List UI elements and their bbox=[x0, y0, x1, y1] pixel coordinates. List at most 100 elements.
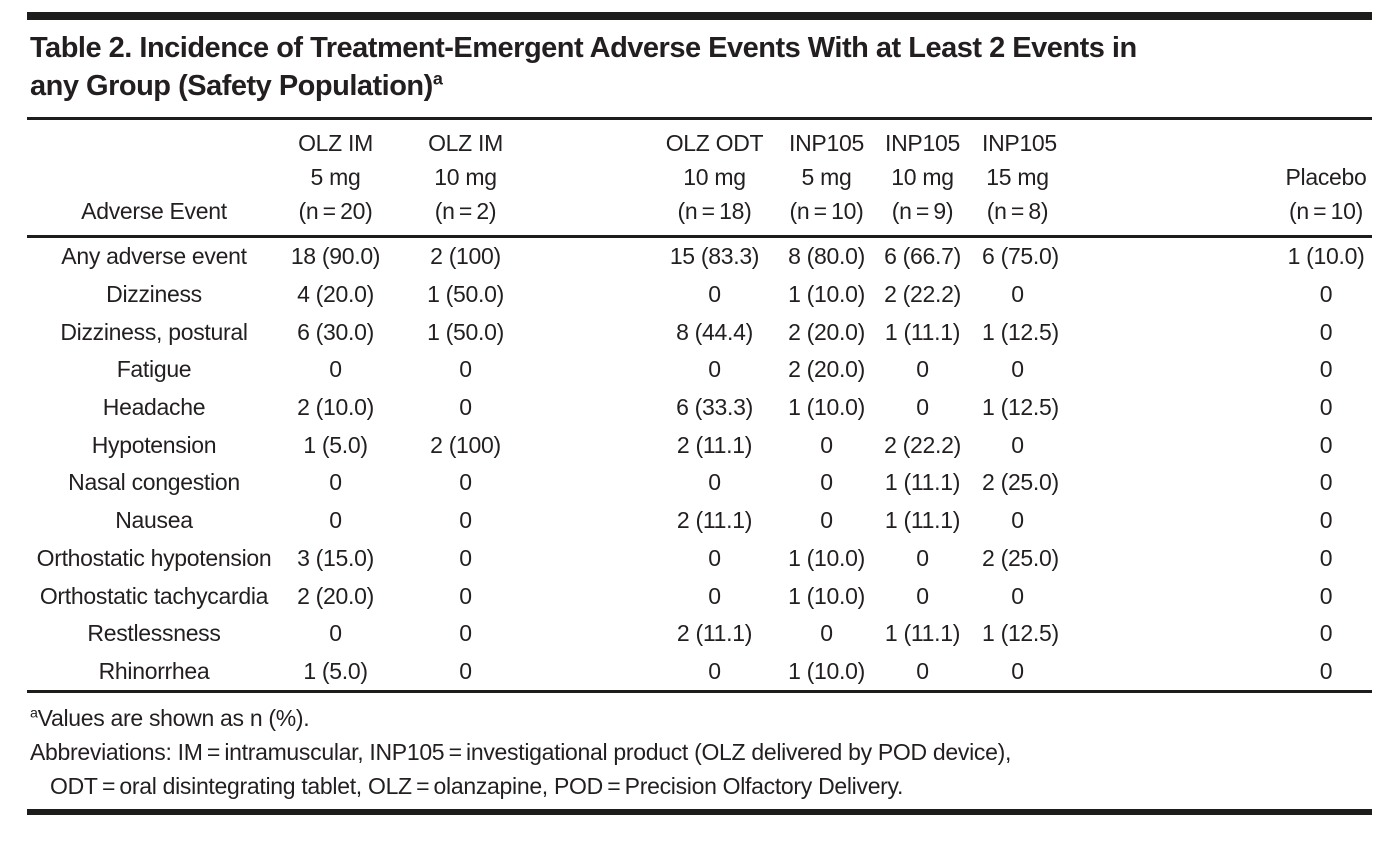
data-cell: 0 bbox=[916, 544, 929, 571]
data-cell: 1 (12.5) bbox=[982, 318, 1059, 345]
body-footnote-separator-rule bbox=[27, 690, 1372, 694]
data-cell: 1 (10.0) bbox=[788, 657, 865, 684]
data-cell: 2 (22.2) bbox=[884, 281, 961, 308]
data-cell: 4 (20.0) bbox=[297, 281, 374, 308]
data-cell: 0 bbox=[916, 582, 929, 609]
table-row: Dizziness, postural 6 (30.0) 1 (50.0) 8 … bbox=[27, 313, 1372, 351]
data-cell: 0 bbox=[459, 620, 472, 647]
data-cell: 1 (10.0) bbox=[788, 394, 865, 421]
data-cell: 0 bbox=[459, 544, 472, 571]
data-cell: 1 (50.0) bbox=[427, 318, 504, 345]
column-header-inp105-15mg: INP105 15 mg (n = 8) bbox=[981, 120, 1101, 238]
data-cell: 6 (33.3) bbox=[676, 394, 753, 421]
data-cell: 0 bbox=[820, 507, 833, 534]
adverse-events-table: Adverse Event OLZ IM 5 mg (n = 20) OLZ I… bbox=[27, 120, 1372, 690]
data-cell: 0 bbox=[1011, 582, 1024, 609]
data-cell: 0 bbox=[1319, 356, 1333, 383]
data-cell: 6 (75.0) bbox=[982, 243, 1059, 270]
header-row: Adverse Event OLZ IM 5 mg (n = 20) OLZ I… bbox=[27, 120, 1372, 238]
data-cell: 6 (66.7) bbox=[884, 243, 961, 270]
data-cell: 1 (10.0) bbox=[788, 582, 865, 609]
data-cell: 0 bbox=[1011, 431, 1024, 458]
data-cell: 1 (12.5) bbox=[982, 394, 1059, 421]
footnote-a-marker: a bbox=[30, 705, 38, 722]
table-figure: Table 2. Incidence of Treatment-Emergent… bbox=[27, 12, 1372, 816]
data-cell: 2 (11.1) bbox=[676, 431, 753, 458]
row-label: Dizziness, postural bbox=[60, 318, 248, 345]
data-cell: 0 bbox=[1319, 318, 1333, 345]
data-cell: 2 (20.0) bbox=[788, 356, 865, 383]
row-label: Restlessness bbox=[87, 620, 221, 647]
data-cell: 0 bbox=[708, 582, 721, 609]
column-header-inp105-5mg: INP105 5 mg (n = 10) bbox=[769, 120, 881, 238]
data-cell: 0 bbox=[1011, 281, 1024, 308]
abbreviations-line1: Abbreviations: IM = intramuscular, INP10… bbox=[30, 739, 1012, 766]
title-separator-rule bbox=[27, 117, 1372, 120]
data-cell: 0 bbox=[459, 394, 472, 421]
data-cell: 0 bbox=[329, 507, 342, 534]
data-cell: 2 (10.0) bbox=[297, 394, 374, 421]
data-cell: 0 bbox=[708, 544, 721, 571]
data-cell: 15 (83.3) bbox=[669, 243, 760, 270]
data-cell: 0 bbox=[329, 469, 342, 496]
data-cell: 0 bbox=[459, 469, 472, 496]
data-cell: 0 bbox=[1319, 281, 1333, 308]
table-row: Hypotension 1 (5.0) 2 (100) 2 (11.1) 0 2… bbox=[27, 426, 1372, 464]
data-cell: 1 (11.1) bbox=[884, 507, 961, 534]
data-cell: 0 bbox=[1319, 620, 1333, 647]
data-cell: 0 bbox=[1319, 582, 1333, 609]
table-row: Restlessness 0 0 2 (11.1) 0 1 (11.1) 1 (… bbox=[27, 615, 1372, 653]
data-cell: 0 bbox=[329, 356, 342, 383]
row-label: Hypotension bbox=[91, 431, 217, 458]
data-cell: 0 bbox=[329, 620, 342, 647]
table-row: Nasal congestion 0 0 0 0 1 (11.1) 2 (25.… bbox=[27, 464, 1372, 502]
data-cell: 0 bbox=[916, 356, 929, 383]
table-row: Rhinorrhea 1 (5.0) 0 0 1 (10.0) 0 0 0 bbox=[27, 653, 1372, 691]
column-header-adverse-event: Adverse Event bbox=[27, 120, 279, 238]
table-row: Nausea 0 0 2 (11.1) 0 1 (11.1) 0 0 bbox=[27, 502, 1372, 540]
title-footnote-marker: a bbox=[432, 68, 443, 89]
data-cell: 1 (5.0) bbox=[303, 431, 368, 458]
data-cell: 1 (10.0) bbox=[1287, 243, 1365, 270]
data-cell: 0 bbox=[820, 431, 833, 458]
table-title-line2: any Group (Safety Population)a bbox=[30, 68, 443, 102]
column-header-olz-im-5mg: OLZ IM 5 mg (n = 20) bbox=[279, 120, 404, 238]
data-cell: 0 bbox=[459, 507, 472, 534]
data-cell: 18 (90.0) bbox=[290, 243, 381, 270]
data-cell: 0 bbox=[1319, 657, 1333, 684]
data-cell: 8 (80.0) bbox=[788, 243, 865, 270]
data-cell: 0 bbox=[820, 620, 833, 647]
table-row: Dizziness 4 (20.0) 1 (50.0) 0 1 (10.0) 2… bbox=[27, 276, 1372, 314]
table-row: Orthostatic tachycardia 2 (20.0) 0 0 1 (… bbox=[27, 577, 1372, 615]
footnote-a: aValues are shown as n (%). bbox=[30, 705, 310, 732]
data-cell: 0 bbox=[708, 281, 721, 308]
data-cell: 0 bbox=[459, 582, 472, 609]
row-label: Orthostatic hypotension bbox=[36, 544, 272, 571]
data-cell: 0 bbox=[1319, 469, 1333, 496]
data-cell: 2 (11.1) bbox=[676, 507, 753, 534]
data-cell: 0 bbox=[708, 356, 721, 383]
data-cell: 2 (11.1) bbox=[676, 620, 753, 647]
data-cell: 0 bbox=[459, 657, 472, 684]
row-label: Headache bbox=[102, 394, 206, 421]
data-cell: 0 bbox=[916, 394, 929, 421]
data-cell: 3 (15.0) bbox=[297, 544, 374, 571]
top-rule bbox=[27, 12, 1372, 20]
table-row: Headache 2 (10.0) 0 6 (33.3) 1 (10.0) 0 … bbox=[27, 389, 1372, 427]
data-cell: 0 bbox=[1011, 356, 1024, 383]
data-cell: 0 bbox=[459, 356, 472, 383]
data-cell: 0 bbox=[1011, 507, 1024, 534]
column-header-olz-odt-10mg: OLZ ODT 10 mg (n = 18) bbox=[539, 120, 769, 238]
table-title-line1: Table 2. Incidence of Treatment-Emergent… bbox=[30, 32, 1137, 64]
data-cell: 0 bbox=[708, 657, 721, 684]
data-cell: 0 bbox=[820, 469, 833, 496]
row-label: Fatigue bbox=[116, 356, 192, 383]
data-cell: 1 (10.0) bbox=[788, 281, 865, 308]
data-cell: 0 bbox=[1319, 507, 1333, 534]
data-cell: 1 (11.1) bbox=[884, 620, 961, 647]
data-cell: 1 (11.1) bbox=[884, 318, 961, 345]
row-label: Nausea bbox=[115, 507, 193, 534]
table-row: Orthostatic hypotension 3 (15.0) 0 0 1 (… bbox=[27, 540, 1372, 578]
data-cell: 0 bbox=[1319, 544, 1333, 571]
data-cell: 1 (11.1) bbox=[884, 469, 961, 496]
